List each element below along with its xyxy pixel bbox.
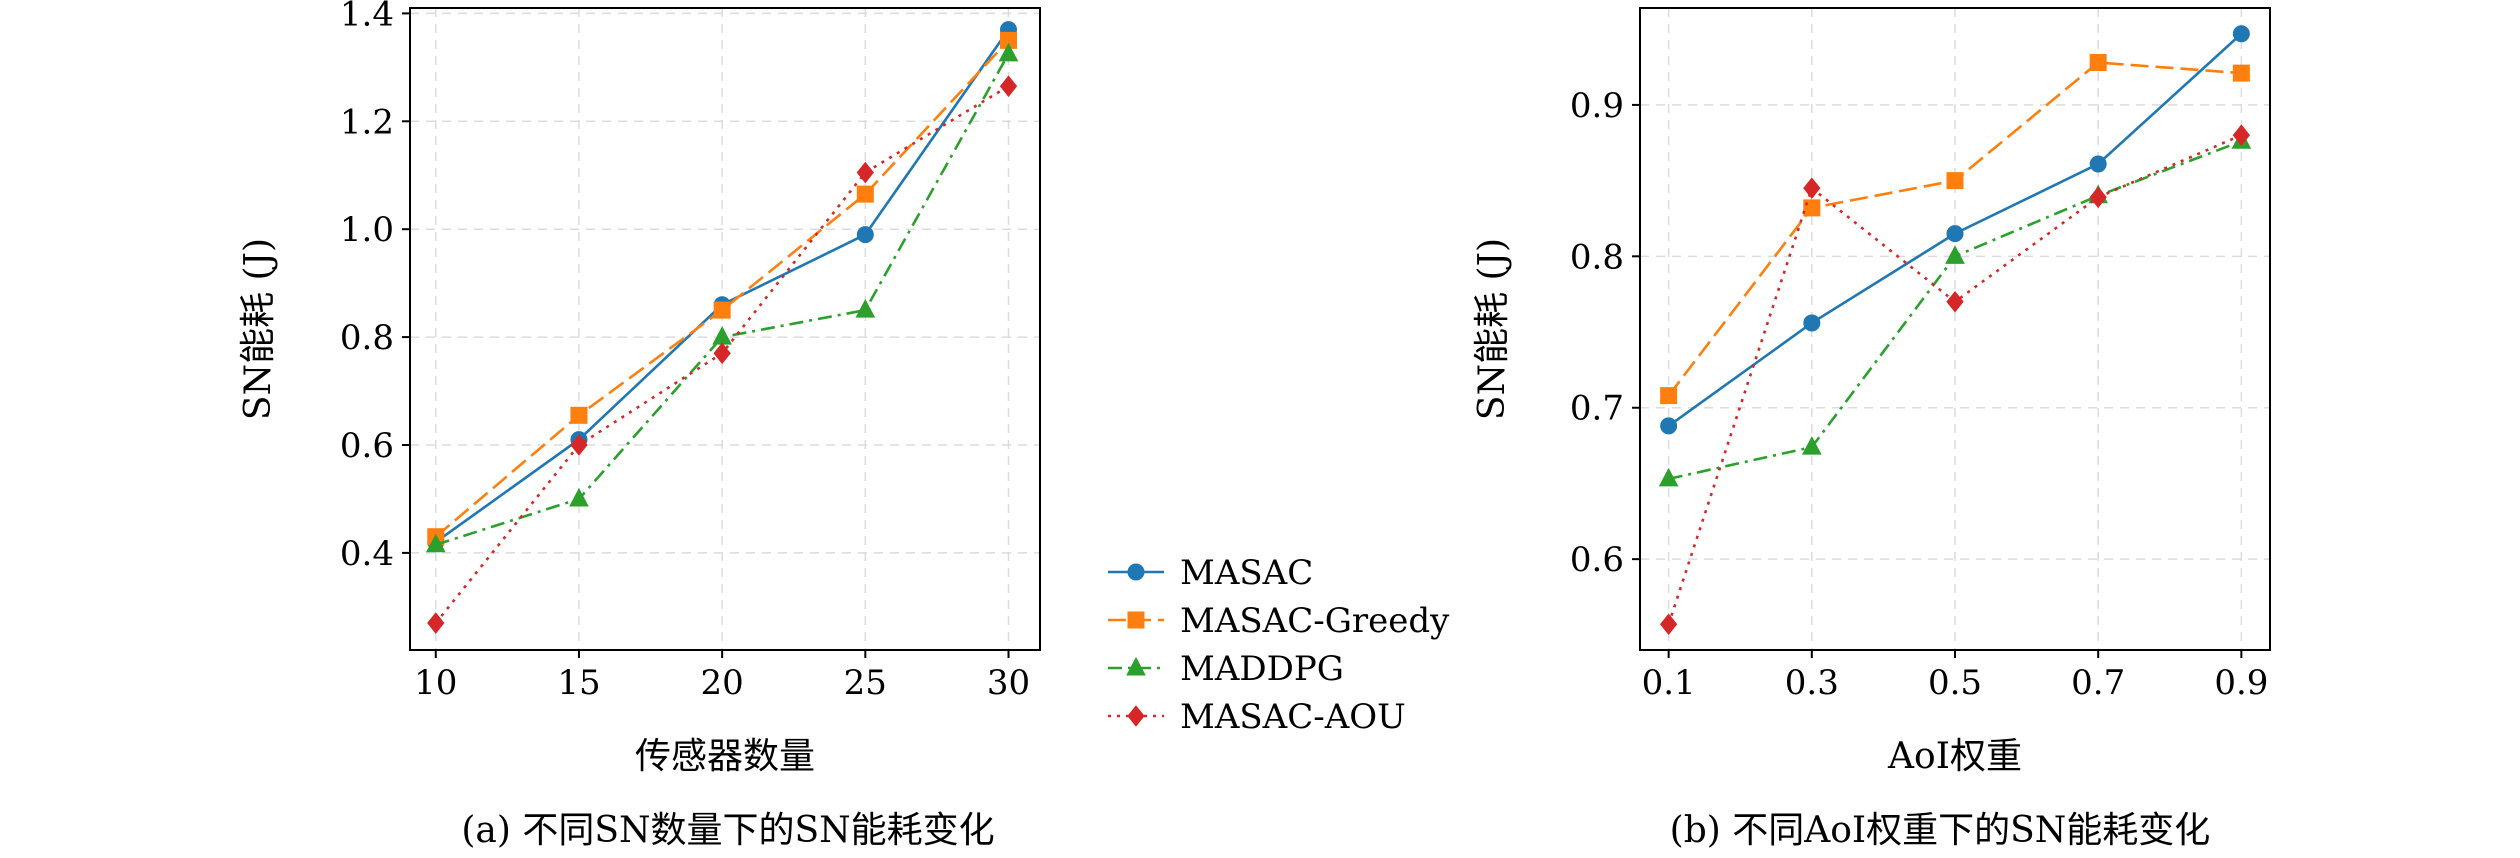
a-point-0-3	[856, 226, 874, 244]
b-point-0-4	[2232, 25, 2250, 43]
a-point-1-2	[713, 301, 731, 319]
caption-b: (b) 不同AoI权重下的SN能耗变化	[1670, 810, 2211, 851]
a-point-3-4	[999, 75, 1018, 98]
b-point-1-0	[1660, 387, 1678, 405]
b-xtick-label-2: 0.5	[1928, 663, 1982, 703]
legend: MASAC MASAC-Greedy MADDPG MASAC-AOU	[1108, 553, 1450, 737]
b-ytick-label-2: 0.8	[1570, 237, 1624, 277]
b-point-0-1	[1803, 314, 1821, 332]
b-point-3-0	[1659, 613, 1678, 636]
a-y-axis-title: SN能耗 (J)	[238, 238, 279, 420]
b-y-axis-title: SN能耗 (J)	[1472, 238, 1513, 420]
a-xtick-label-1: 15	[557, 663, 600, 703]
b-ytick-label-0: 0.6	[1570, 540, 1624, 580]
chart-panel-a: 10 15 20 25 30 0.4 0.6 0.8 1.0 1.2 1.4 传感器数量 SN能耗 (J…	[238, 0, 1041, 777]
a-point-1-3	[856, 185, 874, 203]
legend-label-1: MASAC-Greedy	[1180, 601, 1450, 641]
b-point-2-0	[1658, 467, 1679, 487]
a-ytick-label-4: 1.2	[340, 102, 394, 142]
b-point-2-2	[1945, 245, 1965, 264]
a-point-3-2	[713, 342, 731, 365]
a-ytick-label-3: 1.0	[340, 210, 394, 250]
b-point-0-0	[1660, 417, 1678, 435]
a-ytick-label-1: 0.6	[340, 426, 394, 466]
b-xtick-label-4: 0.9	[2214, 663, 2268, 703]
a-ytick-label-2: 0.8	[340, 318, 394, 358]
legend-marker-3	[1127, 705, 1145, 727]
legend-label-0: MASAC	[1180, 553, 1313, 593]
b-xtick-label-0: 0.1	[1642, 663, 1696, 703]
legend-marker-2	[1126, 656, 1146, 676]
b-ytick-label-1: 0.7	[1570, 389, 1624, 429]
b-point-1-2	[1946, 172, 1964, 190]
a-xtick-label-4: 30	[987, 663, 1030, 703]
b-series-3	[1659, 124, 2251, 636]
a-axes-frame	[409, 7, 1041, 651]
a-point-3-1	[570, 434, 588, 456]
legend-label-3: MASAC-AOU	[1180, 697, 1406, 737]
a-point-2-2	[712, 326, 732, 345]
legend-marker-0	[1127, 563, 1145, 581]
b-point-3-4	[2232, 124, 2251, 146]
a-series-2	[425, 42, 1019, 553]
a-ytick-label-5: 1.4	[340, 0, 394, 34]
a-series-1	[427, 31, 1017, 546]
a-point-1-1	[570, 406, 588, 424]
a-x-axis-title: 传感器数量	[635, 736, 815, 777]
b-series-0	[1660, 25, 2250, 435]
a-point-2-0	[425, 533, 446, 553]
chart-panel-b: 0.1 0.3 0.5 0.7 0.9 0.6 0.7 0.8 0.9 AoI权重 SN能耗 (J)	[1472, 7, 2271, 777]
b-xtick-label-3: 0.7	[2071, 663, 2125, 703]
legend-marker-1	[1127, 611, 1145, 629]
a-xtick-label-0: 10	[414, 663, 457, 703]
b-xtick-label-1: 0.3	[1785, 663, 1839, 703]
legend-entry-2: MADDPG	[1108, 649, 1344, 689]
b-point-1-4	[2232, 64, 2250, 82]
b-point-3-2	[1946, 290, 1964, 313]
b-ytick-label-3: 0.9	[1570, 86, 1624, 126]
b-point-0-3	[2089, 155, 2107, 173]
legend-entry-3: MASAC-AOU	[1108, 697, 1406, 737]
b-point-0-2	[1946, 225, 1964, 243]
legend-entry-0: MASAC	[1108, 553, 1313, 593]
legend-entry-1: MASAC-Greedy	[1108, 601, 1450, 641]
a-series-line-2	[435, 53, 1010, 547]
a-point-3-3	[856, 161, 874, 184]
b-series-1	[1660, 54, 2250, 405]
a-series-3	[427, 75, 1018, 634]
a-point-2-4	[998, 42, 1019, 62]
b-point-3-1	[1803, 177, 1821, 199]
b-point-2-1	[1801, 436, 1822, 455]
b-point-1-3	[2089, 54, 2107, 72]
legend-label-2: MADDPG	[1180, 649, 1344, 689]
a-point-2-3	[855, 299, 876, 318]
a-point-2-1	[569, 487, 589, 507]
a-point-3-0	[427, 612, 445, 634]
a-xtick-label-2: 20	[701, 663, 744, 703]
b-x-axis-title: AoI权重	[1887, 736, 2022, 777]
a-ytick-label-0: 0.4	[340, 534, 394, 574]
caption-a: (a) 不同SN数量下的SN能耗变化	[461, 810, 994, 851]
a-xtick-label-3: 25	[844, 663, 887, 703]
b-point-3-3	[2089, 186, 2107, 209]
